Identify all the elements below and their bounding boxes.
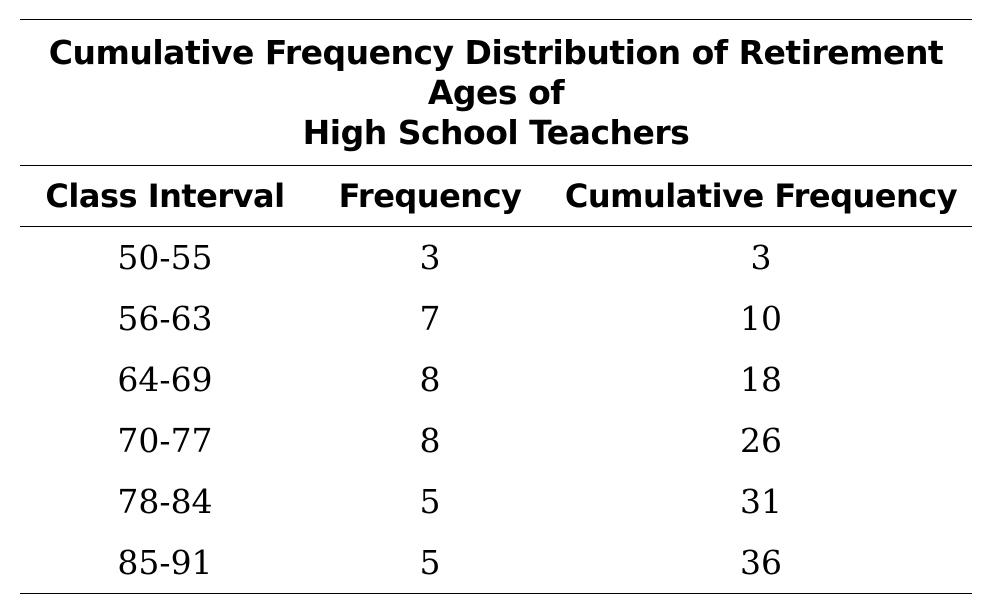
- top-rule: [20, 19, 972, 20]
- cell-frequency: 8: [419, 360, 441, 399]
- table-row: 64-69 8 18: [20, 349, 972, 410]
- cell-cumulative-frequency: 18: [740, 360, 782, 399]
- cell-cumulative-frequency: 31: [740, 482, 782, 521]
- header-row: Class Interval Frequency Cumulative Freq…: [20, 166, 972, 227]
- frequency-table: Cumulative Frequency Distribution of Ret…: [20, 19, 972, 594]
- header-class-interval: Class Interval: [45, 177, 285, 215]
- caption-line-2: High School Teachers: [302, 113, 690, 152]
- cell-cumulative-frequency: 26: [740, 421, 782, 460]
- cell-frequency: 7: [419, 299, 441, 338]
- data-table: Class Interval Frequency Cumulative Freq…: [20, 166, 972, 593]
- table-row: 50-55 3 3: [20, 227, 972, 288]
- cell-cumulative-frequency: 3: [750, 238, 772, 277]
- cell-frequency: 3: [419, 238, 441, 277]
- table-caption: Cumulative Frequency Distribution of Ret…: [20, 20, 972, 165]
- cell-frequency: 5: [419, 482, 441, 521]
- table-row: 56-63 7 10: [20, 288, 972, 349]
- cell-class-interval: 85-91: [117, 543, 213, 582]
- cell-class-interval: 64-69: [117, 360, 213, 399]
- cell-cumulative-frequency: 36: [740, 543, 782, 582]
- caption-rule: [20, 165, 972, 166]
- table-row: 70-77 8 26: [20, 410, 972, 471]
- header-cumulative-frequency: Cumulative Frequency: [564, 177, 958, 215]
- table-row: 85-91 5 36: [20, 532, 972, 593]
- header-frequency: Frequency: [338, 177, 522, 215]
- cell-class-interval: 56-63: [117, 299, 213, 338]
- cell-class-interval: 70-77: [117, 421, 213, 460]
- cell-cumulative-frequency: 10: [740, 299, 782, 338]
- cell-frequency: 8: [419, 421, 441, 460]
- header-rule: [20, 226, 972, 227]
- caption-line-1: Cumulative Frequency Distribution of Ret…: [48, 33, 944, 112]
- cell-frequency: 5: [419, 543, 441, 582]
- cell-class-interval: 78-84: [117, 482, 213, 521]
- table-row: 78-84 5 31: [20, 471, 972, 532]
- cell-class-interval: 50-55: [117, 238, 213, 277]
